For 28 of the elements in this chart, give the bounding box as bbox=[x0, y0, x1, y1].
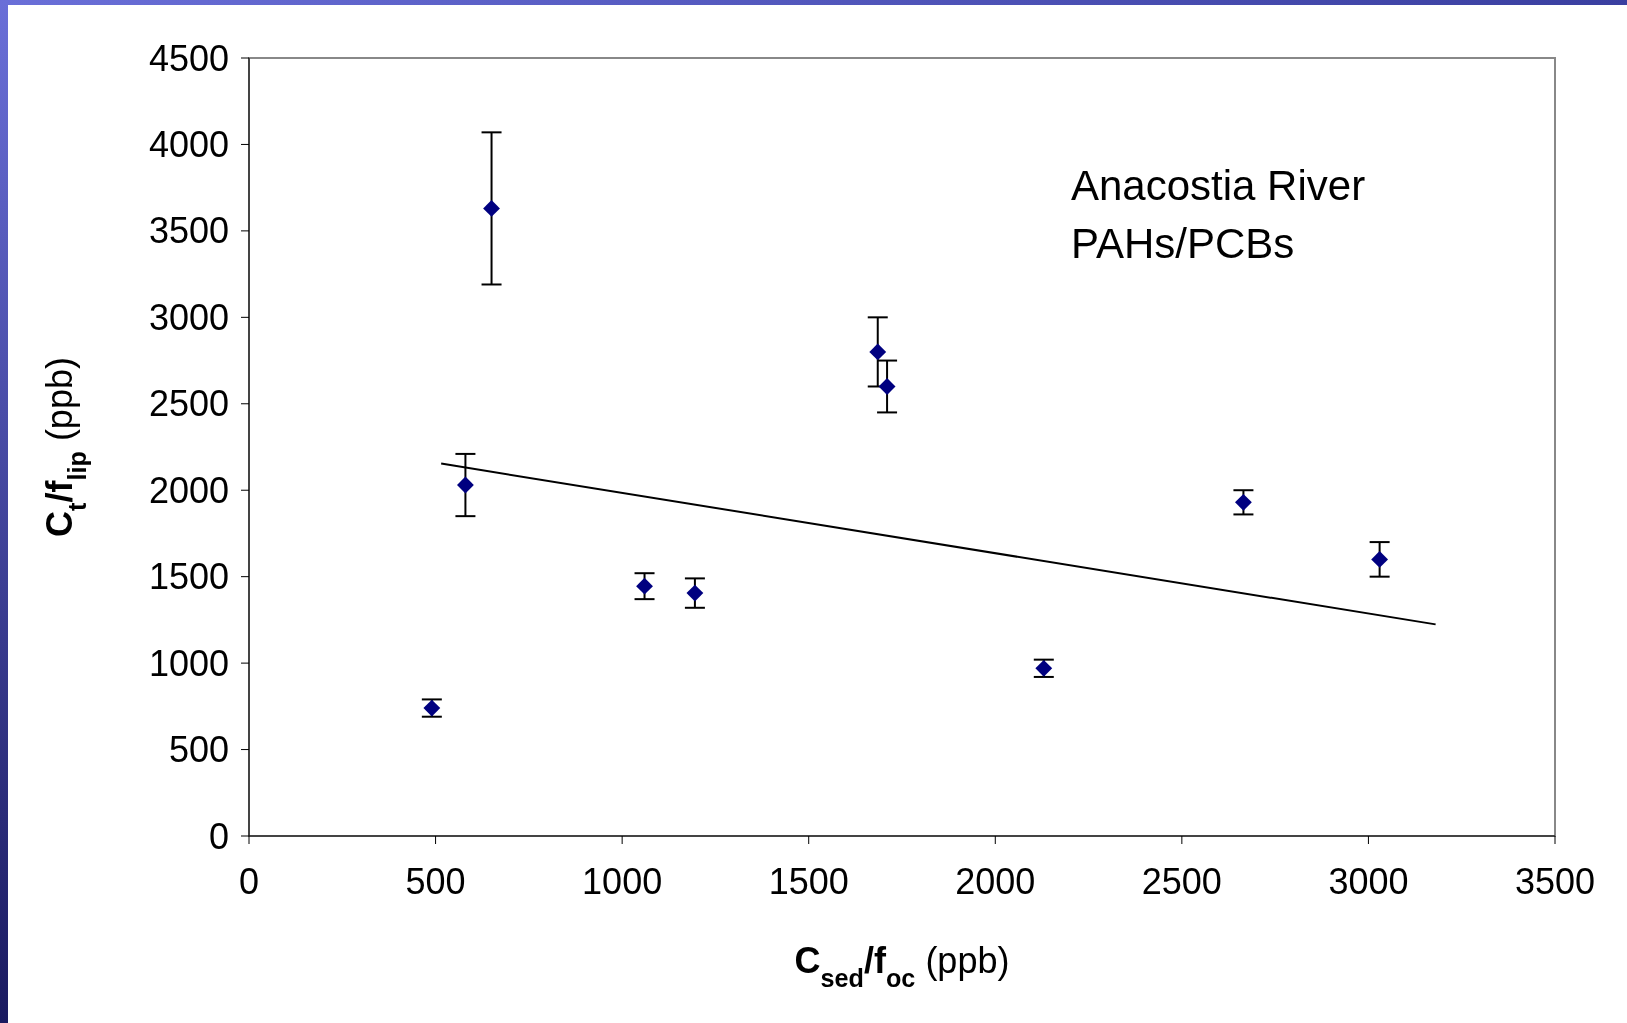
x-tick-label: 0 bbox=[238, 861, 260, 902]
x-tick-label: 1000 bbox=[582, 861, 663, 902]
x-tick-label: 2000 bbox=[955, 861, 1036, 902]
x-tick-label: 500 bbox=[405, 861, 466, 902]
y-tick-label: 1500 bbox=[148, 556, 229, 598]
point bbox=[636, 577, 653, 595]
point bbox=[1235, 493, 1252, 511]
x-tick-label: 3500 bbox=[1514, 861, 1596, 902]
x-tick-label: 1500 bbox=[768, 861, 849, 902]
y-tick-label: 3500 bbox=[148, 210, 229, 252]
y-tick-label: 1000 bbox=[148, 642, 229, 684]
point bbox=[457, 476, 474, 494]
point bbox=[1371, 550, 1389, 568]
y-tick-label: 500 bbox=[168, 729, 229, 771]
x-tick-label: 2500 bbox=[1141, 861, 1222, 902]
point bbox=[869, 343, 887, 361]
point bbox=[483, 200, 500, 217]
point bbox=[686, 584, 704, 602]
annotation: Anacostia River PAHs/PCBs bbox=[1071, 162, 1366, 267]
y-tick-label: 4000 bbox=[148, 124, 229, 166]
y-tick-label: 4500 bbox=[148, 37, 229, 79]
y-tick-label: 0 bbox=[208, 815, 229, 857]
point bbox=[878, 378, 896, 395]
x-tick-label: 3000 bbox=[1328, 861, 1409, 902]
y-tick-label: 3000 bbox=[148, 296, 229, 338]
x-axis-title: C$_{sed}$/f$_{oc}$ (ppb) bbox=[794, 940, 1010, 992]
y-tick-label: 2500 bbox=[148, 383, 229, 425]
y-tick-label: 2000 bbox=[148, 469, 229, 511]
